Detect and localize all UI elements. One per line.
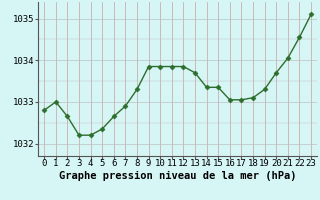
X-axis label: Graphe pression niveau de la mer (hPa): Graphe pression niveau de la mer (hPa) bbox=[59, 171, 296, 181]
